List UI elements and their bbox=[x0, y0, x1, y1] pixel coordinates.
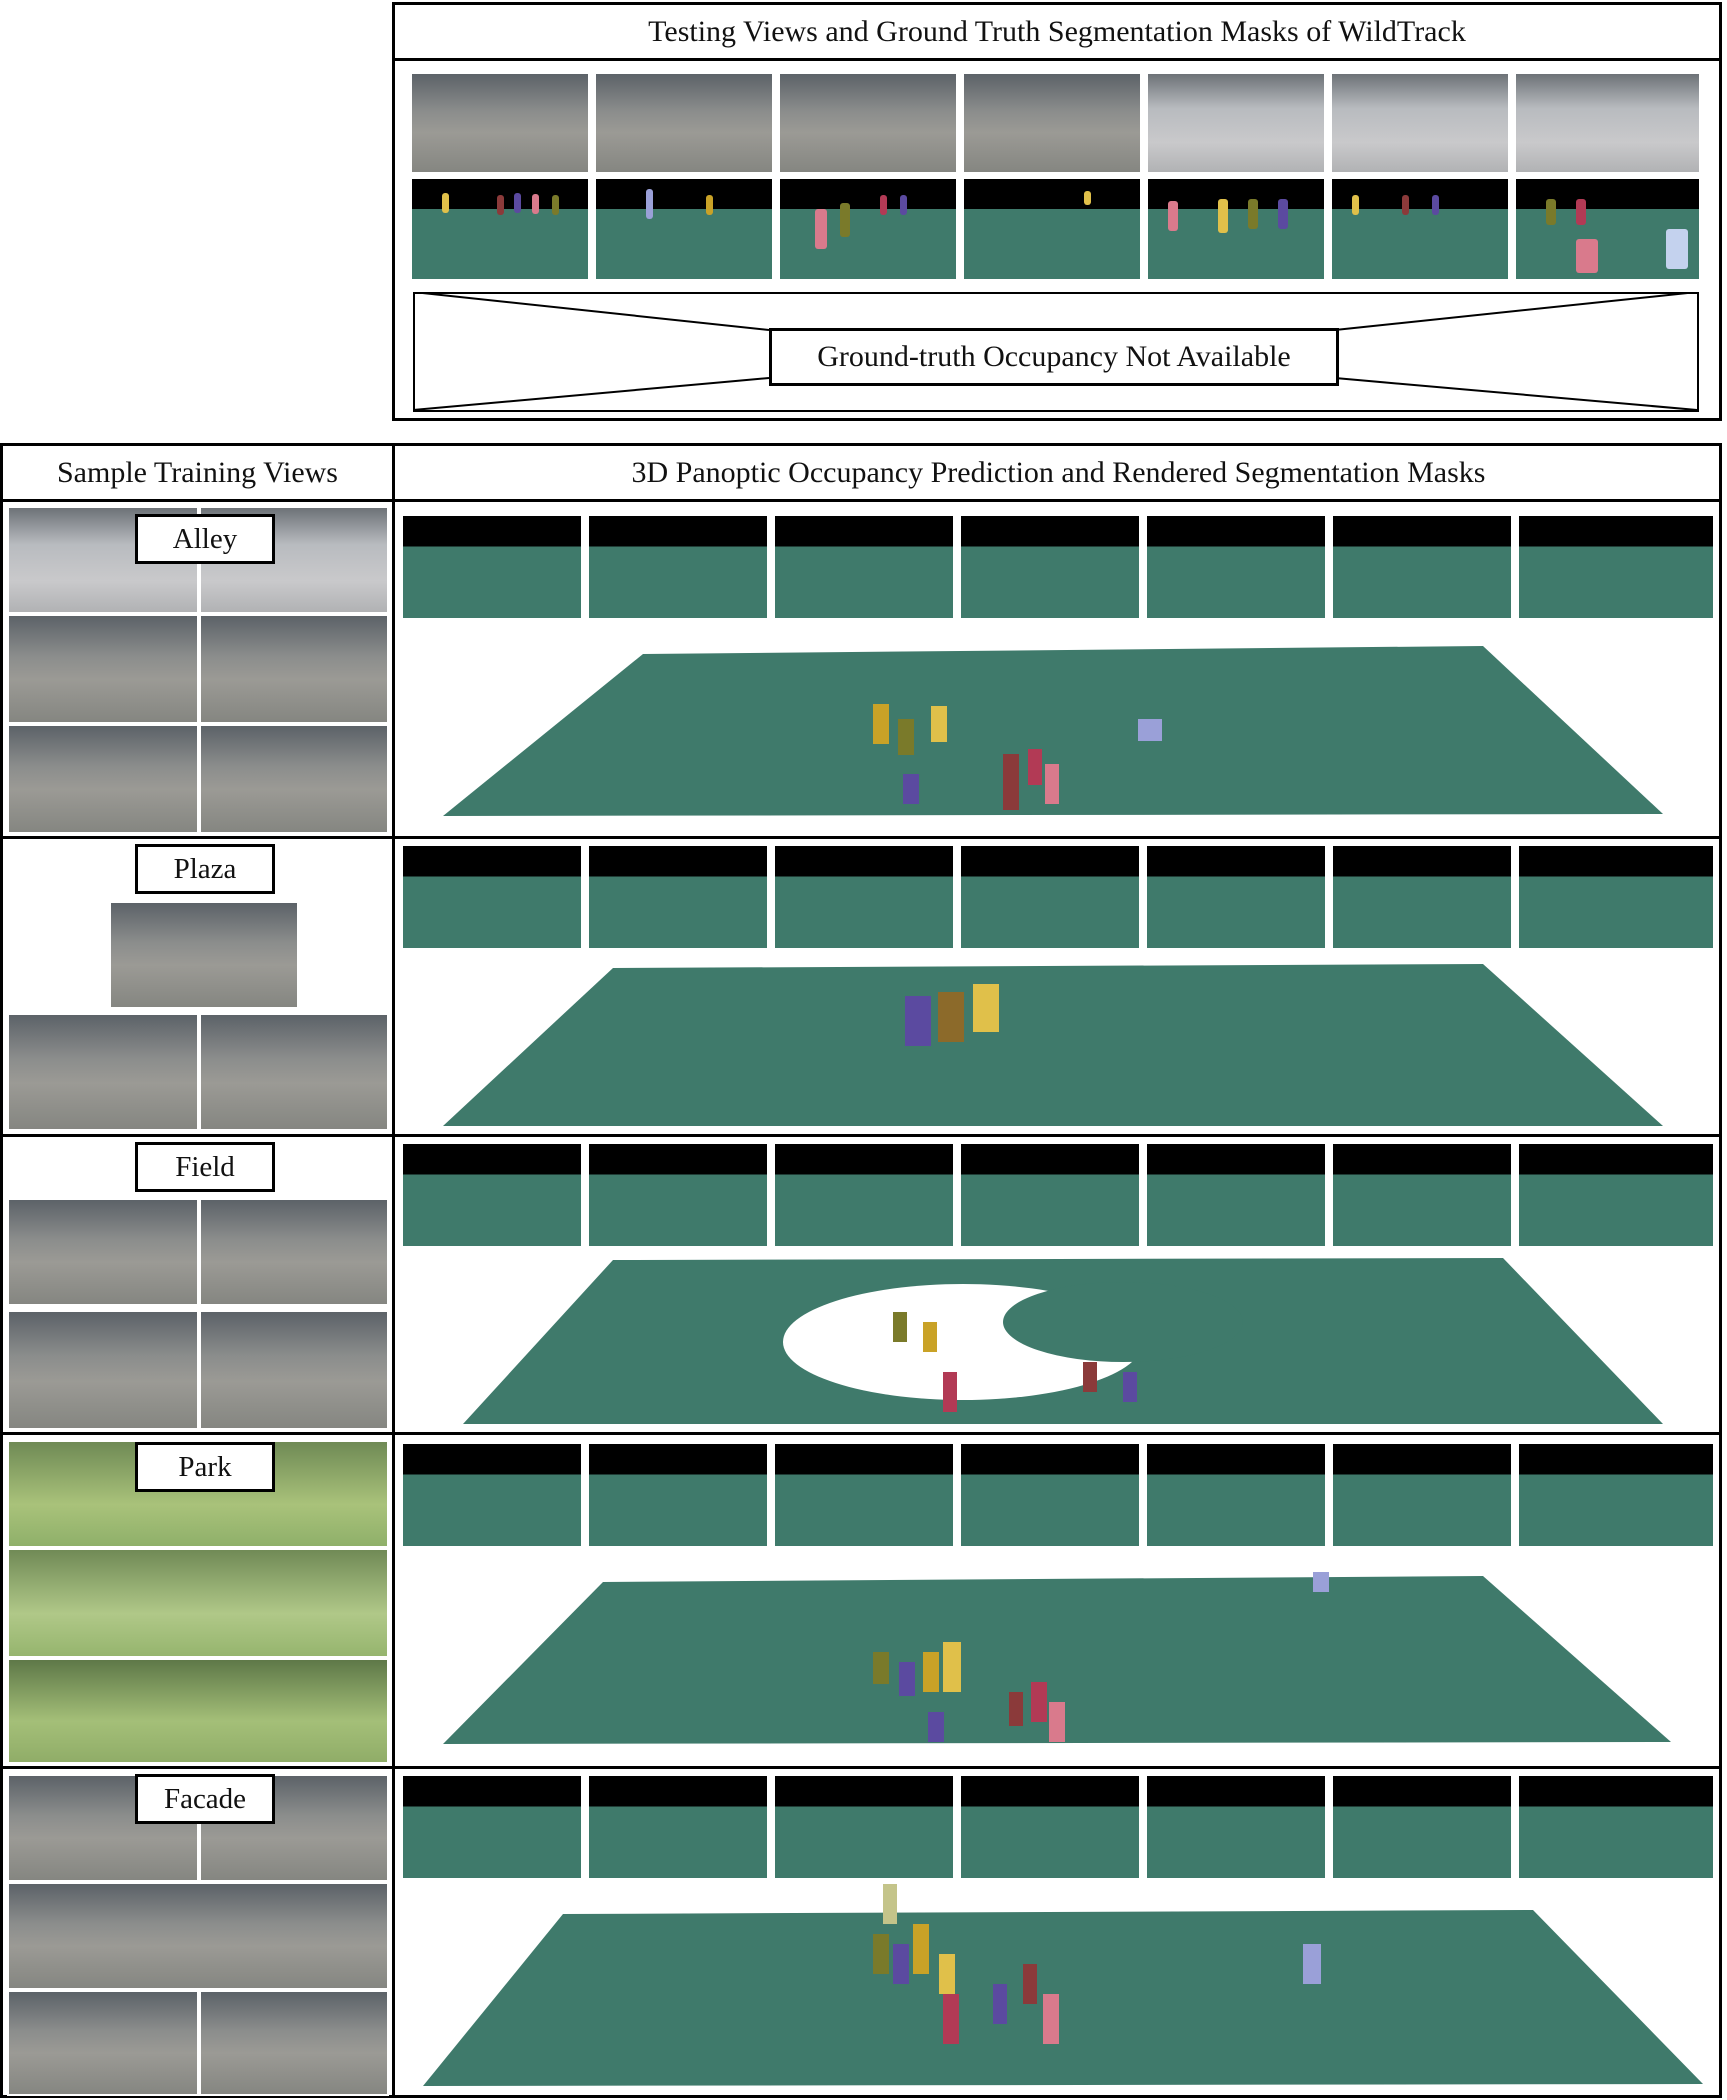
rendered-mask-image bbox=[773, 1774, 955, 1880]
occupancy-3d-view bbox=[443, 1572, 1671, 1744]
training-view-image bbox=[199, 1310, 389, 1430]
rendered-mask-image bbox=[401, 1142, 583, 1248]
wildtrack-panel-title: Testing Views and Ground Truth Segmentat… bbox=[395, 5, 1719, 61]
occupancy-3d-view bbox=[423, 1884, 1703, 2086]
gt-mask-image bbox=[778, 177, 958, 281]
training-view-image bbox=[7, 1990, 199, 2096]
training-view-image bbox=[109, 901, 299, 1009]
rendered-mask-image bbox=[773, 844, 955, 950]
right-column-header: 3D Panoptic Occupancy Prediction and Ren… bbox=[395, 446, 1722, 502]
rendered-mask-image bbox=[401, 1442, 583, 1548]
rendered-mask-image bbox=[1517, 1142, 1715, 1248]
rendered-mask-image bbox=[587, 844, 769, 950]
wildtrack-panel: Testing Views and Ground Truth Segmentat… bbox=[392, 2, 1722, 421]
testing-view-image bbox=[962, 72, 1142, 174]
training-view-image bbox=[7, 1013, 199, 1131]
rendered-mask-image bbox=[587, 1142, 769, 1248]
rendered-mask-image bbox=[1331, 844, 1513, 950]
scene-label-park: Park bbox=[135, 1442, 275, 1492]
rendered-mask-image bbox=[587, 514, 769, 620]
training-view-image bbox=[7, 1658, 389, 1764]
rendered-mask-image bbox=[959, 1142, 1141, 1248]
row-separator bbox=[3, 1432, 1722, 1435]
rendered-mask-image bbox=[1331, 1442, 1513, 1548]
training-view-image bbox=[7, 724, 199, 834]
rendered-mask-image bbox=[1517, 514, 1715, 620]
rendered-mask-image bbox=[401, 1774, 583, 1880]
occupancy-unavailable-label: Ground-truth Occupancy Not Available bbox=[769, 328, 1339, 386]
rendered-mask-image bbox=[959, 1774, 1141, 1880]
testing-view-image bbox=[594, 72, 774, 174]
testing-view-image bbox=[778, 72, 958, 174]
gt-mask-image bbox=[1514, 177, 1701, 281]
rendered-mask-image bbox=[587, 1774, 769, 1880]
gt-mask-image bbox=[962, 177, 1142, 281]
occupancy-3d-view bbox=[443, 646, 1663, 816]
rendered-mask-image bbox=[1145, 1774, 1327, 1880]
row-separator bbox=[3, 1134, 1722, 1137]
training-view-image bbox=[7, 1198, 199, 1306]
gt-mask-image bbox=[410, 177, 590, 281]
training-view-image bbox=[199, 1198, 389, 1306]
training-view-image bbox=[7, 1310, 199, 1430]
occupancy-unavailable-placeholder: Ground-truth Occupancy Not Available bbox=[413, 292, 1699, 412]
bowtie-lines-icon bbox=[413, 292, 1698, 411]
scene-label-alley: Alley bbox=[135, 514, 275, 564]
rendered-mask-image bbox=[959, 844, 1141, 950]
rendered-mask-image bbox=[1145, 844, 1327, 950]
training-view-image bbox=[199, 724, 389, 834]
rendered-mask-image bbox=[401, 514, 583, 620]
training-view-image bbox=[199, 1990, 389, 2096]
training-view-image bbox=[7, 614, 199, 724]
rendered-mask-image bbox=[959, 514, 1141, 620]
scene-label-plaza: Plaza bbox=[135, 844, 275, 894]
rendered-mask-image bbox=[1517, 1774, 1715, 1880]
rendered-mask-image bbox=[1331, 514, 1513, 620]
rendered-mask-image bbox=[773, 514, 955, 620]
rendered-mask-image bbox=[773, 1142, 955, 1248]
rendered-mask-image bbox=[1331, 1142, 1513, 1248]
testing-view-image bbox=[410, 72, 590, 174]
training-view-image bbox=[7, 1882, 389, 1990]
gt-mask-image bbox=[1330, 177, 1510, 281]
scene-label-facade: Facade bbox=[135, 1774, 275, 1824]
results-table: Sample Training Views 3D Panoptic Occupa… bbox=[0, 443, 1722, 2098]
rendered-mask-image bbox=[773, 1442, 955, 1548]
rendered-mask-image bbox=[1145, 1442, 1327, 1548]
testing-view-image bbox=[1330, 72, 1510, 174]
gt-mask-image bbox=[1146, 177, 1326, 281]
row-separator bbox=[3, 836, 1722, 839]
scene-label-field: Field bbox=[135, 1142, 275, 1192]
testing-view-image bbox=[1514, 72, 1701, 174]
training-view-image bbox=[199, 1013, 389, 1131]
rendered-mask-image bbox=[1145, 1142, 1327, 1248]
rendered-mask-image bbox=[587, 1442, 769, 1548]
column-divider bbox=[392, 446, 395, 2098]
training-view-image bbox=[199, 614, 389, 724]
rendered-mask-image bbox=[401, 844, 583, 950]
rendered-mask-image bbox=[1331, 1774, 1513, 1880]
rendered-mask-image bbox=[1145, 514, 1327, 620]
row-separator bbox=[3, 1766, 1722, 1769]
training-view-image bbox=[7, 1548, 389, 1658]
gt-mask-image bbox=[594, 177, 774, 281]
testing-view-image bbox=[1146, 72, 1326, 174]
left-column-header: Sample Training Views bbox=[3, 446, 392, 502]
rendered-mask-image bbox=[1517, 1442, 1715, 1548]
rendered-mask-image bbox=[1517, 844, 1715, 950]
rendered-mask-image bbox=[959, 1442, 1141, 1548]
occupancy-3d-view bbox=[443, 964, 1663, 1126]
training-view-image bbox=[7, 1440, 389, 1548]
occupancy-3d-view bbox=[463, 1258, 1663, 1424]
